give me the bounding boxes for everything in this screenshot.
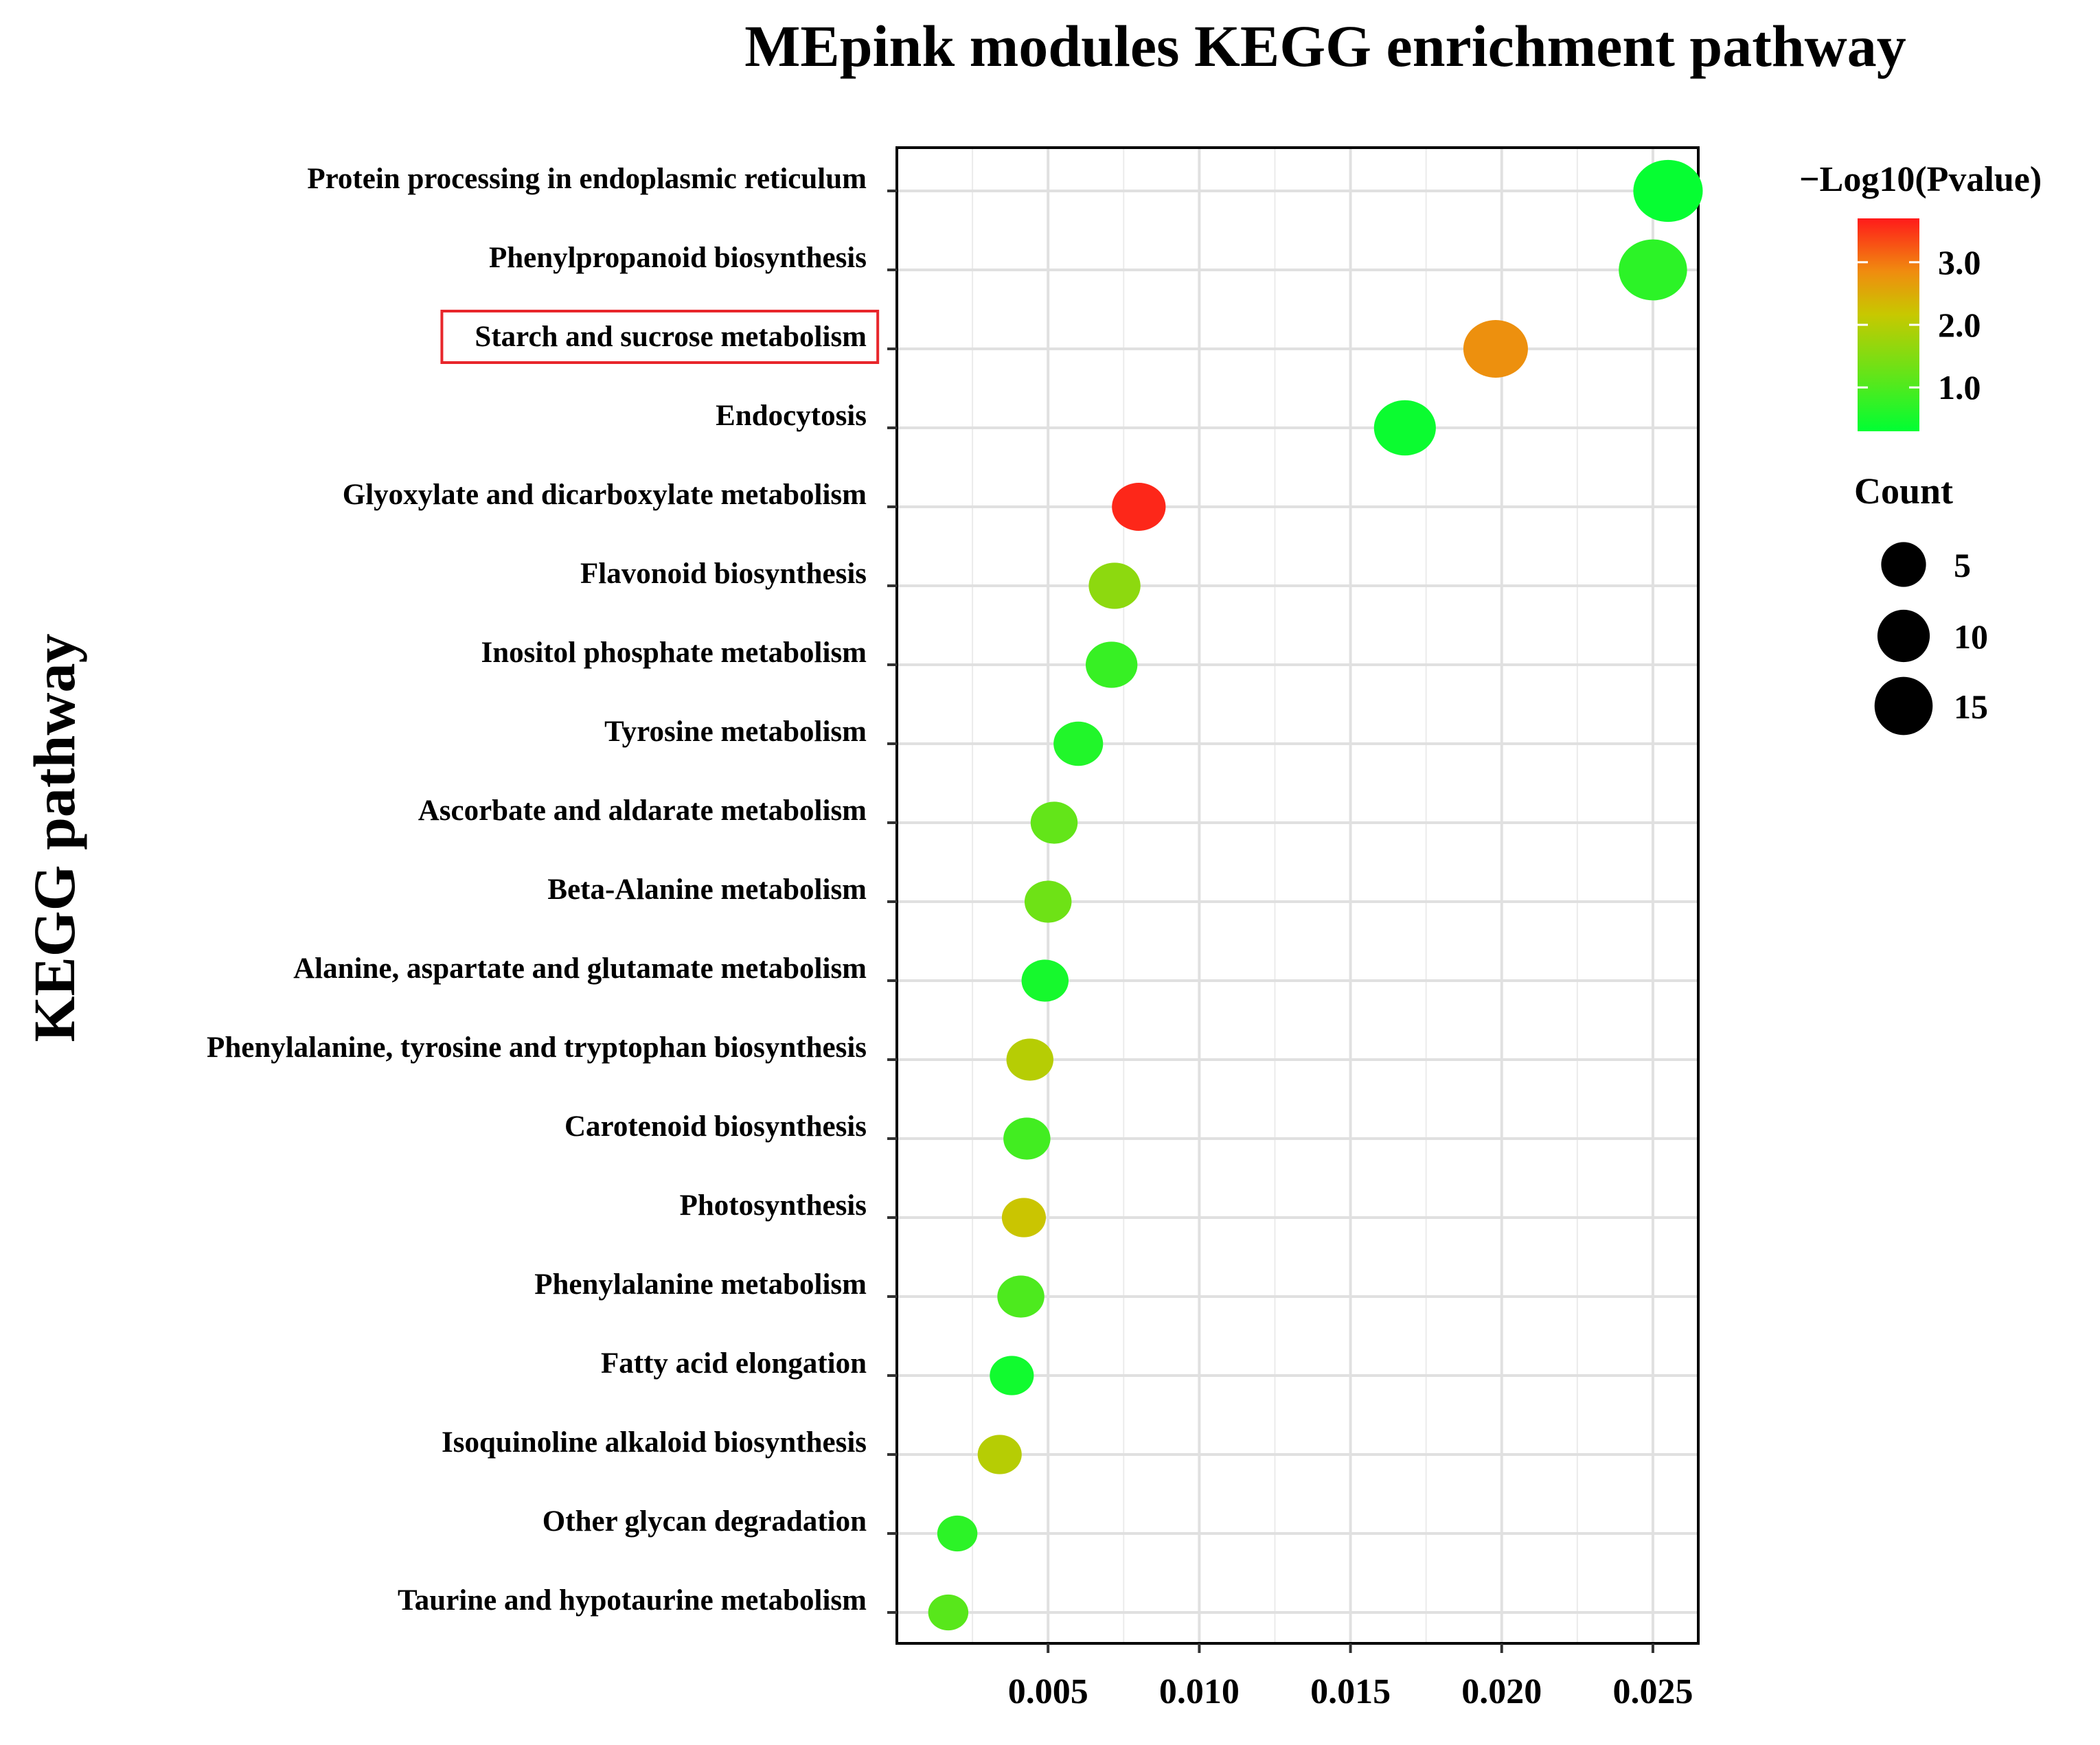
color-legend-label: 2.0 — [1938, 306, 1981, 344]
x-axis: 0.005 0.010 0.015 0.020 0.025 — [1008, 1643, 1693, 1711]
color-legend: −Log10(Pvalue) 3.0 2.0 1.0 — [1799, 160, 2042, 431]
size-legend-label: 10 — [1954, 617, 1988, 656]
data-point: Alanine, aspartate and glutamate metabol… — [1021, 959, 1069, 1002]
y-tick-label: Phenylpropanoid biosynthesis — [489, 242, 867, 274]
y-tick-label: Flavonoid biosynthesis — [580, 558, 867, 590]
data-point: Phenylalanine metabolism — [997, 1275, 1045, 1318]
y-axis: Protein processing in endoplasmic reticu… — [207, 163, 897, 1617]
y-tick-label: Protein processing in endoplasmic reticu… — [307, 163, 867, 195]
x-tick-label: 0.020 — [1461, 1672, 1542, 1711]
plot-panel — [895, 146, 1700, 1645]
data-point: Tyrosine metabolism — [1053, 721, 1104, 766]
color-legend-label: 3.0 — [1938, 243, 1981, 282]
x-tick-label: 0.025 — [1612, 1672, 1693, 1711]
y-tick-label: Phenylalanine, tyrosine and tryptophan b… — [207, 1031, 867, 1064]
data-point: Phenylpropanoid biosynthesis — [1619, 239, 1687, 301]
y-tick-label: Taurine and hypotaurine metabolism — [398, 1584, 867, 1617]
size-legend-dot — [1877, 609, 1930, 663]
y-tick-label: Inositol phosphate metabolism — [481, 637, 867, 669]
x-tick-label: 0.015 — [1310, 1672, 1391, 1711]
data-point: Beta-Alanine metabolism — [1024, 880, 1072, 923]
plot-border — [895, 146, 1700, 1645]
size-legend-items: 5 10 15 — [1874, 542, 1988, 735]
y-axis-title: KEGG pathway — [21, 634, 87, 1042]
data-point: Flavonoid biosynthesis — [1088, 562, 1141, 609]
y-tick-label: Ascorbate and aldarate metabolism — [418, 795, 867, 827]
plot-background — [897, 148, 1698, 1643]
data-point: Other glycan degradation — [937, 1515, 978, 1552]
y-tick-label: Starch and sucrose metabolism — [475, 321, 867, 353]
data-point: Protein processing in endoplasmic reticu… — [1633, 159, 1703, 223]
data-point: Inositol phosphate metabolism — [1085, 641, 1138, 688]
data-point: Photosynthesis — [1001, 1198, 1047, 1238]
gridlines — [897, 148, 1698, 1643]
y-tick-label: Other glycan degradation — [543, 1505, 867, 1538]
chart-title: MEpink modules KEGG enrichment pathway — [744, 13, 1906, 79]
x-tick-label: 0.005 — [1008, 1672, 1088, 1711]
y-tick-label: Tyrosine metabolism — [604, 716, 867, 748]
data-point: Endocytosis — [1373, 400, 1436, 456]
y-tick-label: Alanine, aspartate and glutamate metabol… — [293, 953, 867, 985]
data-point: Glyoxylate and dicarboxylate metabolism — [1112, 483, 1166, 531]
data-point: Carotenoid biosynthesis — [1003, 1117, 1051, 1160]
size-legend-label: 15 — [1954, 687, 1988, 726]
data-point: Taurine and hypotaurine metabolism — [928, 1594, 969, 1631]
y-tick-label: Carotenoid biosynthesis — [564, 1110, 867, 1143]
size-legend-dot — [1881, 542, 1926, 587]
y-tick-label: Phenylalanine metabolism — [534, 1268, 867, 1301]
y-tick-label: Endocytosis — [716, 400, 867, 432]
x-tick-label: 0.010 — [1159, 1672, 1240, 1711]
highlight-box — [440, 310, 880, 364]
data-point: Phenylalanine, tyrosine and tryptophan b… — [1006, 1038, 1053, 1081]
y-tick-label: Glyoxylate and dicarboxylate metabolism — [343, 479, 867, 511]
y-tick-label: Isoquinoline alkaloid biosynthesis — [442, 1426, 867, 1459]
data-point: Fatty acid elongation — [990, 1356, 1034, 1395]
y-tick-label: Photosynthesis — [680, 1189, 867, 1222]
data-point: Isoquinoline alkaloid biosynthesis — [977, 1435, 1022, 1474]
y-tick-label: Fatty acid elongation — [601, 1347, 867, 1380]
size-legend: Count 5 10 15 — [1854, 470, 1988, 735]
color-legend-ticks: 3.0 2.0 1.0 — [1858, 243, 1981, 407]
color-legend-label: 1.0 — [1938, 368, 1981, 407]
size-legend-label: 5 — [1954, 546, 1971, 584]
y-tick-label: Beta-Alanine metabolism — [547, 874, 867, 906]
color-legend-title: −Log10(Pvalue) — [1799, 160, 2042, 199]
data-point: Ascorbate and aldarate metabolism — [1030, 801, 1078, 844]
size-legend-title: Count — [1854, 470, 1953, 512]
data-points: Protein processing in endoplasmic reticu… — [928, 159, 1703, 1631]
data-point: Starch and sucrose metabolism — [1463, 320, 1528, 378]
size-legend-dot — [1874, 676, 1933, 735]
